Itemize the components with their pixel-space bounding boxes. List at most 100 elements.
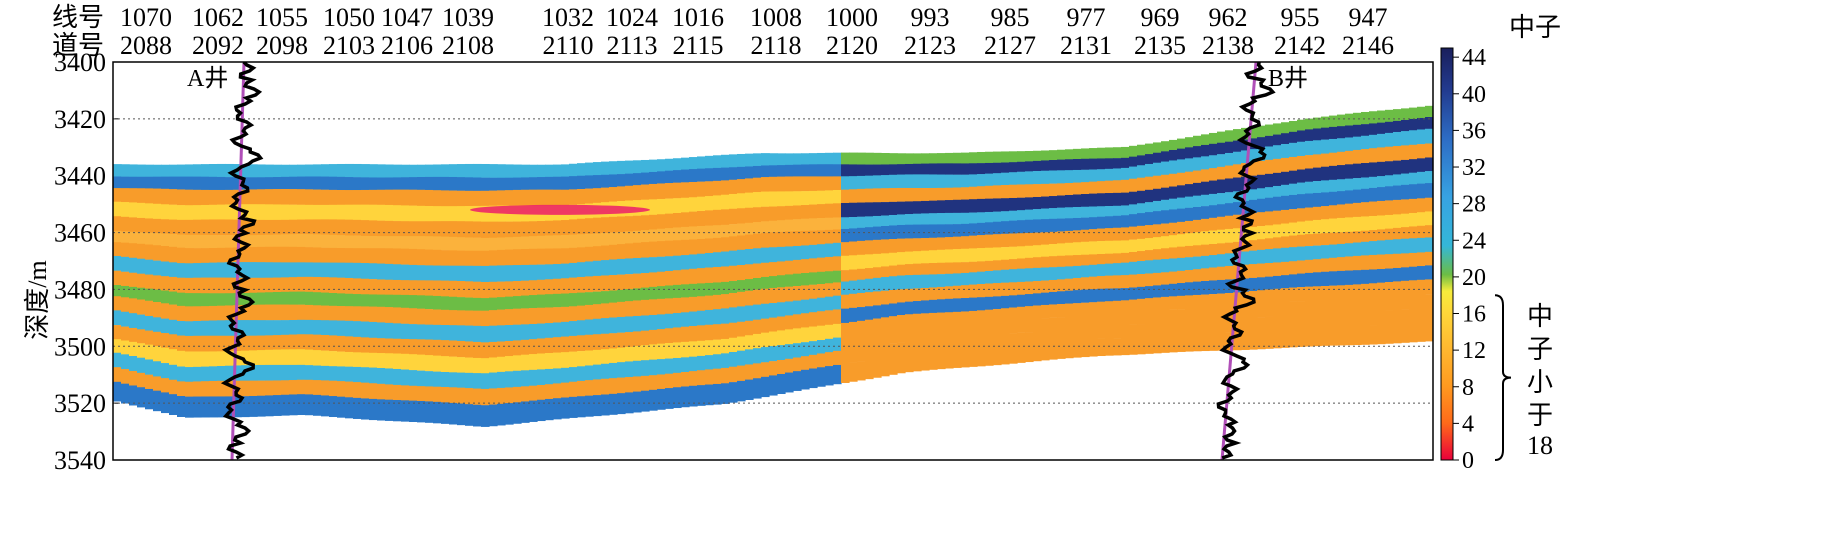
section-cell	[1425, 237, 1433, 253]
section-cell	[537, 294, 546, 309]
section-cell	[225, 219, 234, 236]
section-cell	[513, 281, 522, 298]
section-cell	[513, 265, 522, 282]
section-cell	[433, 309, 442, 326]
section-cell	[537, 221, 546, 238]
section-cell	[1097, 206, 1106, 218]
section-cell	[1225, 165, 1234, 180]
section-cell	[585, 233, 594, 248]
section-cell	[1033, 209, 1042, 221]
section-cell	[1081, 277, 1090, 291]
section-cell	[1385, 295, 1394, 311]
section-cell	[177, 263, 186, 280]
section-cell	[121, 354, 130, 370]
section-cell	[1201, 169, 1210, 184]
section-cell	[1329, 232, 1338, 245]
section-cell	[849, 164, 858, 177]
section-cell	[465, 372, 474, 390]
section-cell	[185, 321, 194, 338]
section-cell	[681, 169, 690, 183]
colorbar-title: 中子	[1509, 13, 1561, 42]
section-cell	[1177, 185, 1186, 199]
section-cell	[1073, 265, 1082, 280]
section-cell	[569, 293, 578, 307]
section-cell	[641, 215, 650, 232]
section-cell	[1041, 318, 1050, 332]
section-cell	[1041, 196, 1050, 210]
line-number-label: 969	[1141, 3, 1180, 32]
section-cell	[1217, 254, 1226, 269]
section-cell	[921, 174, 930, 189]
section-cell	[521, 248, 530, 266]
section-cell	[1057, 303, 1066, 318]
section-cell	[1033, 184, 1042, 198]
section-cell	[1065, 255, 1074, 267]
section-cell	[633, 376, 642, 393]
section-cell	[921, 250, 930, 265]
section-cell	[1417, 266, 1426, 281]
section-cell	[385, 189, 394, 206]
section-cell	[1017, 151, 1026, 163]
section-cell	[913, 353, 922, 372]
section-cell	[473, 281, 482, 299]
section-cell	[161, 392, 170, 414]
section-cell	[801, 164, 810, 178]
section-cell	[1185, 184, 1194, 198]
section-cell	[817, 190, 826, 206]
section-cell	[1177, 257, 1186, 272]
section-cell	[1305, 155, 1314, 170]
section-cell	[1425, 157, 1433, 173]
section-cell	[1129, 214, 1138, 228]
section-cell	[401, 264, 410, 281]
section-cell	[617, 186, 626, 203]
section-cell	[729, 382, 738, 403]
section-cell	[817, 284, 826, 299]
section-cell	[169, 219, 178, 236]
section-cell	[761, 362, 770, 378]
section-cell	[1217, 293, 1226, 308]
section-cell	[665, 328, 674, 345]
section-cell	[609, 333, 618, 350]
section-cell	[1153, 211, 1162, 225]
section-cell	[1025, 209, 1034, 221]
section-cell	[121, 297, 130, 313]
section-cell	[689, 169, 698, 183]
section-cell	[1425, 117, 1433, 130]
section-cell	[393, 248, 402, 265]
section-cell	[1265, 276, 1274, 291]
section-cell	[1169, 283, 1178, 298]
section-cell	[1249, 277, 1258, 293]
section-cell	[1145, 323, 1154, 338]
section-cell	[1225, 141, 1234, 154]
section-cell	[1193, 182, 1202, 197]
section-cell	[137, 299, 146, 315]
section-cell	[993, 162, 1002, 175]
section-cell	[1337, 126, 1346, 139]
section-cell	[537, 384, 546, 402]
section-cell	[1369, 111, 1378, 124]
section-cell	[1377, 200, 1386, 216]
section-cell	[185, 293, 194, 307]
section-cell	[1249, 264, 1258, 279]
section-cell	[337, 381, 346, 398]
section-cell	[313, 176, 322, 190]
section-cell	[1353, 124, 1362, 138]
section-cell	[217, 305, 226, 322]
section-cell	[665, 228, 674, 242]
section-cell	[1113, 312, 1122, 326]
section-cell	[1249, 317, 1258, 332]
section-cell	[713, 225, 722, 239]
section-cell	[369, 177, 378, 191]
section-cell	[1353, 112, 1362, 126]
section-cell	[1049, 150, 1058, 162]
section-cell	[313, 320, 322, 336]
section-cell	[1329, 299, 1338, 315]
section-cell	[233, 365, 242, 382]
section-cell	[489, 265, 498, 283]
section-cell	[265, 364, 274, 381]
section-cell	[345, 320, 354, 337]
section-cell	[1185, 321, 1194, 335]
section-cell	[521, 164, 530, 179]
section-cell	[633, 273, 642, 290]
section-cell	[953, 163, 962, 175]
